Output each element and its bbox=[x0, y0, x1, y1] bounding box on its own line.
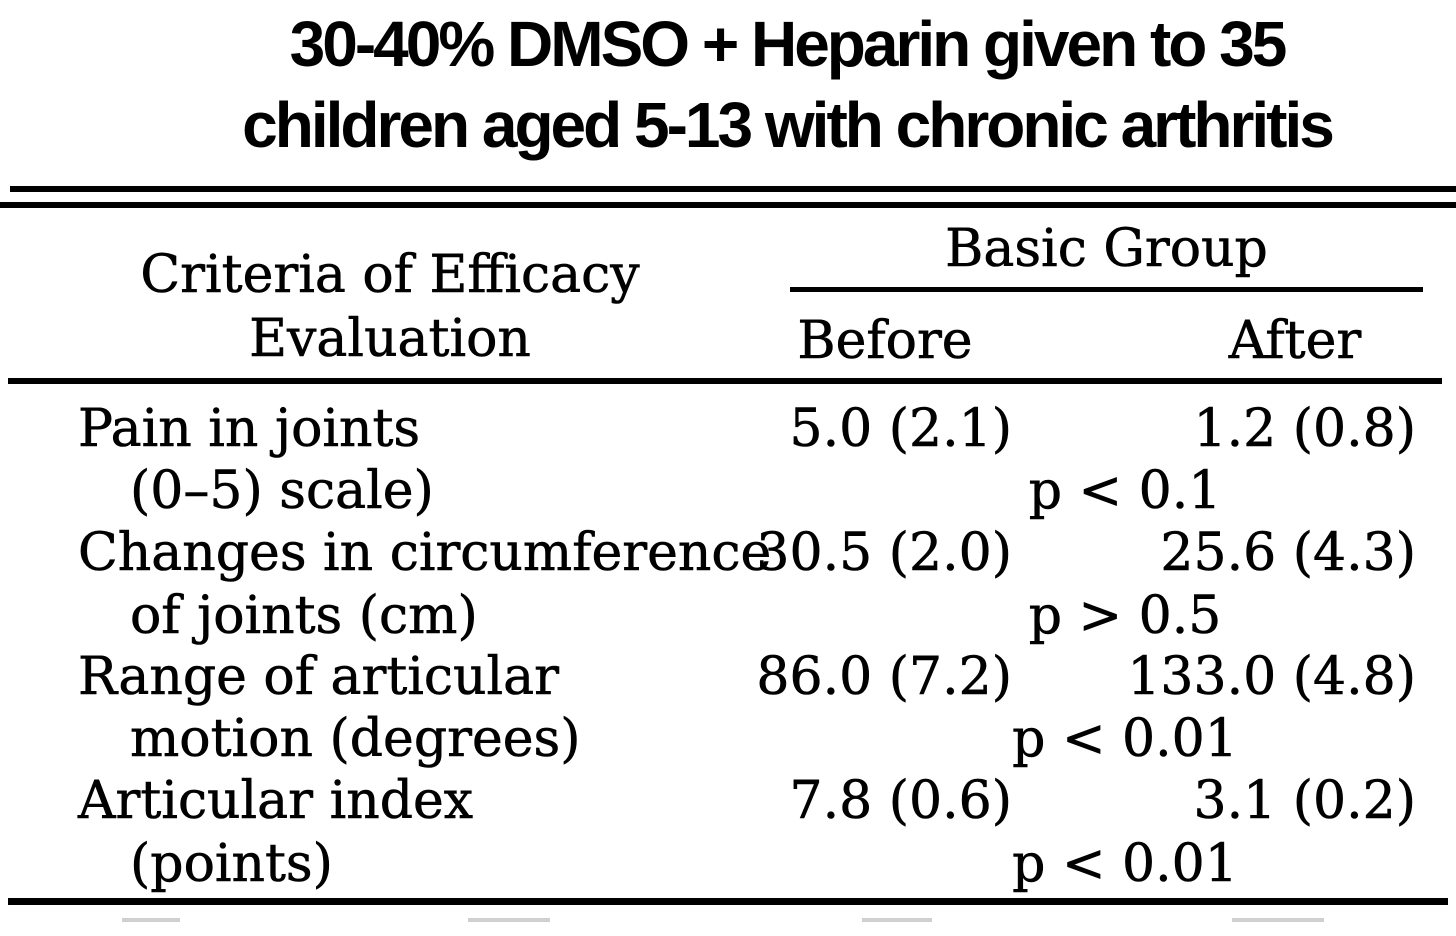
scan-artifact bbox=[468, 918, 550, 922]
criteria-header-line2: Evaluation bbox=[249, 309, 531, 369]
table-row-criteria-cont: motion (degrees) bbox=[130, 709, 581, 769]
table-cell-after: 133.0 (4.8) bbox=[1127, 647, 1416, 707]
table-row-criteria: Articular index bbox=[78, 771, 474, 831]
table-row-criteria-cont: (0–5) scale) bbox=[130, 461, 434, 521]
scan-artifact bbox=[122, 918, 180, 922]
table-row-criteria-cont: of joints (cm) bbox=[130, 586, 478, 646]
table-top-rule-1 bbox=[10, 186, 1456, 192]
table-cell-after: 1.2 (0.8) bbox=[1193, 399, 1416, 459]
table-cell-pvalue: p < 0.01 bbox=[1012, 834, 1238, 894]
table-cell-before: 30.5 (2.0) bbox=[756, 523, 1012, 583]
table-row-criteria: Pain in joints bbox=[78, 399, 421, 459]
table-cell-pvalue: p < 0.01 bbox=[1012, 709, 1238, 769]
header-bottom-rule bbox=[8, 378, 1442, 384]
table-row-criteria-cont: (points) bbox=[130, 834, 333, 894]
page-title-line1: 30-40% DMSO + Heparin given to 35 bbox=[289, 8, 1288, 80]
basic-group-underline bbox=[790, 287, 1423, 292]
table-row-criteria: Changes in circumference bbox=[78, 523, 772, 583]
scan-artifact bbox=[1232, 918, 1324, 922]
table-cell-pvalue: p < 0.1 bbox=[1028, 461, 1222, 521]
table-row-criteria: Range of articular bbox=[78, 647, 560, 707]
table-cell-before: 7.8 (0.6) bbox=[789, 771, 1012, 831]
column-header-after: After bbox=[1228, 311, 1362, 371]
column-header-before: Before bbox=[797, 311, 973, 371]
page-title: 30-40% DMSO + Heparin given to 35 childr… bbox=[0, 4, 1456, 166]
table-top-rule-2 bbox=[0, 202, 1456, 208]
table-cell-after: 25.6 (4.3) bbox=[1160, 523, 1416, 583]
table-cell-pvalue: p > 0.5 bbox=[1028, 586, 1222, 646]
page-title-line2: children aged 5-13 with chronic arthriti… bbox=[242, 89, 1335, 161]
table-cell-before: 86.0 (7.2) bbox=[756, 647, 1012, 707]
table-cell-before: 5.0 (2.1) bbox=[789, 399, 1012, 459]
table-cell-after: 3.1 (0.2) bbox=[1193, 771, 1416, 831]
column-group-header: Basic Group bbox=[945, 219, 1268, 279]
scan-artifact bbox=[862, 918, 932, 922]
criteria-header-line1: Criteria of Efficacy bbox=[140, 245, 640, 305]
table-bottom-rule bbox=[8, 898, 1448, 905]
